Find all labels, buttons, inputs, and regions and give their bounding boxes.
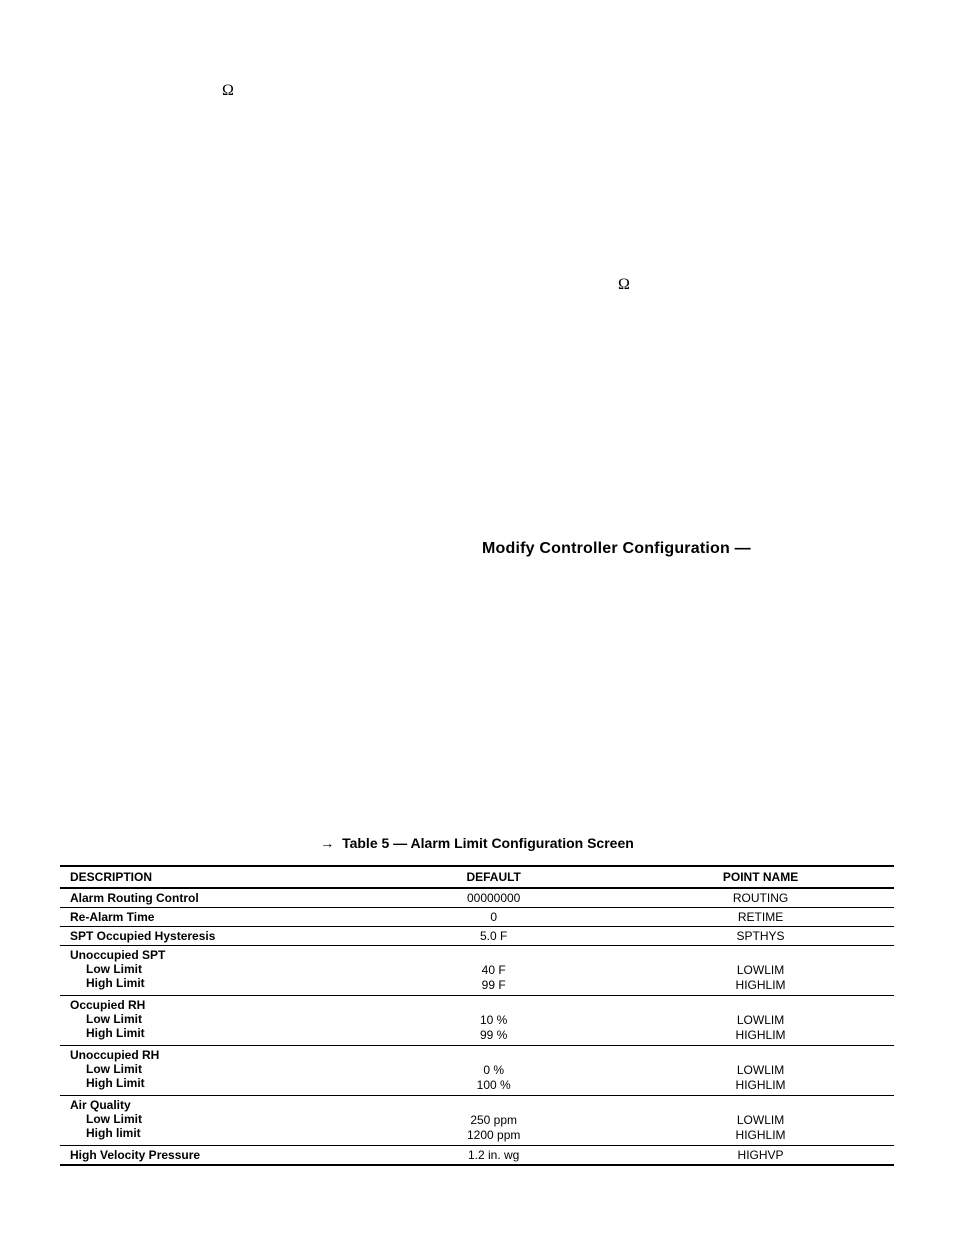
cell-point-name: LOWLIMHIGHLIM bbox=[627, 1046, 894, 1096]
cell-point-name: RETIME bbox=[627, 908, 894, 927]
table-caption-text: Table 5 — Alarm Limit Configuration Scre… bbox=[342, 835, 634, 851]
cell-default: 1.2 in. wg bbox=[360, 1146, 627, 1166]
cell-default: 40 F99 F bbox=[360, 946, 627, 996]
cell-description: SPT Occupied Hysteresis bbox=[60, 927, 360, 946]
cell-point-name: LOWLIMHIGHLIM bbox=[627, 946, 894, 996]
cell-default: 10 %99 % bbox=[360, 996, 627, 1046]
cell-point-name: ROUTING bbox=[627, 888, 894, 908]
table-row: Re-Alarm Time0RETIME bbox=[60, 908, 894, 927]
cell-description: Unoccupied SPTLow LimitHigh Limit bbox=[60, 946, 360, 996]
table-row: Alarm Routing Control00000000ROUTING bbox=[60, 888, 894, 908]
cell-default: 250 ppm1200 ppm bbox=[360, 1096, 627, 1146]
arrow-icon: → bbox=[320, 835, 334, 851]
col-point-name: POINT NAME bbox=[627, 866, 894, 888]
cell-default: 0 bbox=[360, 908, 627, 927]
document-page: Ω Ω Modify Controller Configuration — → … bbox=[0, 0, 954, 1235]
cell-point-name: LOWLIMHIGHLIM bbox=[627, 1096, 894, 1146]
table-header-row: DESCRIPTION DEFAULT POINT NAME bbox=[60, 866, 894, 888]
table-row: High Velocity Pressure1.2 in. wgHIGHVP bbox=[60, 1146, 894, 1166]
cell-point-name: SPTHYS bbox=[627, 927, 894, 946]
omega-symbol-left: Ω bbox=[222, 82, 234, 100]
col-default: DEFAULT bbox=[360, 866, 627, 888]
cell-description: Unoccupied RHLow LimitHigh Limit bbox=[60, 1046, 360, 1096]
alarm-limit-table: DESCRIPTION DEFAULT POINT NAME Alarm Rou… bbox=[60, 865, 894, 1166]
table-row: SPT Occupied Hysteresis5.0 FSPTHYS bbox=[60, 927, 894, 946]
cell-default: 00000000 bbox=[360, 888, 627, 908]
omega-symbol-right: Ω bbox=[618, 276, 630, 294]
col-description: DESCRIPTION bbox=[60, 866, 360, 888]
section-heading: Modify Controller Configuration — bbox=[482, 540, 751, 558]
table-row: Unoccupied RHLow LimitHigh Limit 0 %100 … bbox=[60, 1046, 894, 1096]
cell-description: High Velocity Pressure bbox=[60, 1146, 360, 1166]
table-caption: → Table 5 — Alarm Limit Configuration Sc… bbox=[60, 835, 894, 851]
cell-description: Alarm Routing Control bbox=[60, 888, 360, 908]
cell-default: 5.0 F bbox=[360, 927, 627, 946]
alarm-table-section: → Table 5 — Alarm Limit Configuration Sc… bbox=[60, 835, 894, 1166]
cell-description: Re-Alarm Time bbox=[60, 908, 360, 927]
cell-point-name: HIGHVP bbox=[627, 1146, 894, 1166]
cell-point-name: LOWLIMHIGHLIM bbox=[627, 996, 894, 1046]
cell-description: Air QualityLow LimitHigh limit bbox=[60, 1096, 360, 1146]
table-row: Unoccupied SPTLow LimitHigh Limit 40 F99… bbox=[60, 946, 894, 996]
table-row: Occupied RHLow LimitHigh Limit 10 %99 % … bbox=[60, 996, 894, 1046]
table-row: Air QualityLow LimitHigh limit 250 ppm12… bbox=[60, 1096, 894, 1146]
cell-description: Occupied RHLow LimitHigh Limit bbox=[60, 996, 360, 1046]
cell-default: 0 %100 % bbox=[360, 1046, 627, 1096]
table-body: Alarm Routing Control00000000ROUTINGRe-A… bbox=[60, 888, 894, 1165]
